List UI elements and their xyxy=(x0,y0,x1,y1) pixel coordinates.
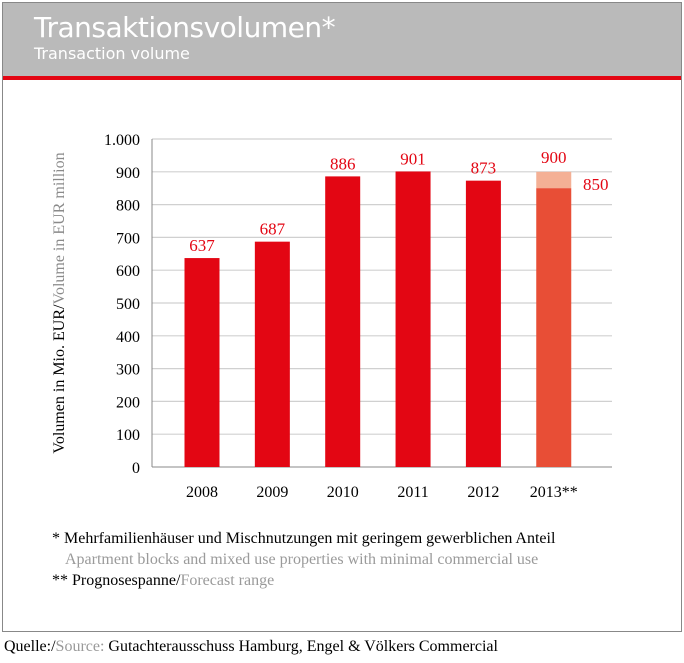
y-tick-label: 600 xyxy=(116,263,140,280)
bar-2009 xyxy=(254,241,290,467)
data-label: 886 xyxy=(330,154,356,173)
bar-2013 xyxy=(536,188,572,467)
y-tick-label: 700 xyxy=(116,230,140,247)
chart-title: Transaktionsvolumen* xyxy=(34,11,336,44)
data-label: 901 xyxy=(400,149,426,168)
y-tick-label: 400 xyxy=(116,329,140,346)
footnote-2-en: Forecast range xyxy=(180,572,275,589)
bar-2010 xyxy=(325,176,361,467)
data-label: 637 xyxy=(189,236,215,255)
source-text: Gutachterausschuss Hamburg, Engel & Völk… xyxy=(104,638,498,655)
data-label: 850 xyxy=(583,175,609,194)
header: Transaktionsvolumen* Transaction volume xyxy=(3,3,681,80)
y-tick-label: 500 xyxy=(116,296,140,313)
chart-frame: Transaktionsvolumen* Transaction volume xyxy=(2,2,682,632)
footnote-2: ** Prognosespanne/Forecast range xyxy=(52,572,274,590)
source-en: Source: xyxy=(55,638,105,655)
bar-chart: Volumen in Mio. EUR/Volume in EUR millio… xyxy=(51,132,612,501)
y-tick-label: 0 xyxy=(132,460,140,477)
x-tick-label: 2009 xyxy=(256,484,288,501)
x-tick-label: 2011 xyxy=(397,484,428,501)
footnote-1-de: * Mehrfamilienhäuser und Mischnutzungen … xyxy=(52,530,556,547)
y-tick-label: 300 xyxy=(116,362,140,379)
source-line: Quelle:/Source: Gutachterausschuss Hambu… xyxy=(4,638,498,656)
footnote-2-de: ** Prognosespanne/ xyxy=(52,572,181,589)
forecast-range-bar xyxy=(536,171,572,189)
source-de: Quelle:/ xyxy=(4,638,56,655)
y-axis-label: Volumen in Mio. EUR/Volume in EUR millio… xyxy=(51,152,68,453)
bar-2012 xyxy=(465,180,501,467)
bar-2011 xyxy=(395,171,431,468)
footnote-1-en: Apartment blocks and mixed use propertie… xyxy=(65,551,539,568)
x-tick-label: 2013** xyxy=(530,484,578,501)
y-tick-label: 200 xyxy=(116,394,140,411)
x-tick-label: 2010 xyxy=(327,484,359,501)
chart-subtitle: Transaction volume xyxy=(34,44,190,63)
y-tick-label: 800 xyxy=(116,198,140,215)
y-tick-label: 100 xyxy=(116,427,140,444)
forecast-high-label: 900 xyxy=(541,148,567,167)
x-tick-label: 2008 xyxy=(186,484,218,501)
bar-2008 xyxy=(184,258,220,467)
y-tick-label: 1.000 xyxy=(104,132,140,149)
x-tick-label: 2012 xyxy=(467,484,499,501)
data-label: 873 xyxy=(471,159,497,178)
data-label: 687 xyxy=(260,220,286,239)
y-tick-label: 900 xyxy=(116,165,140,182)
